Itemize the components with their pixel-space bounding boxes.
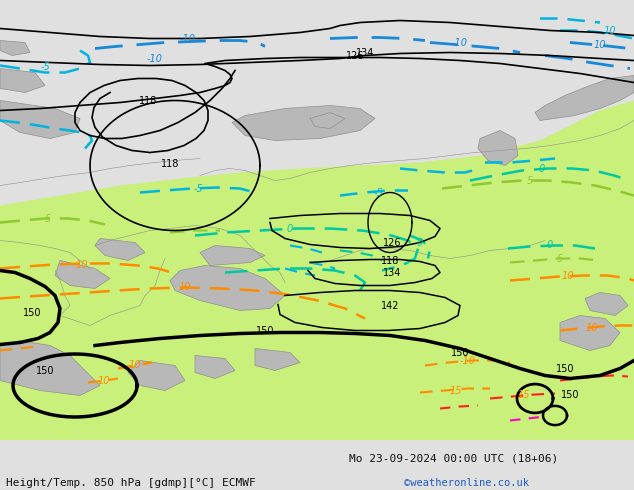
Text: 10: 10 — [129, 361, 141, 370]
Polygon shape — [310, 113, 345, 128]
Text: 15: 15 — [450, 386, 462, 395]
Text: 134: 134 — [383, 268, 401, 277]
Polygon shape — [232, 105, 375, 141]
Text: 10: 10 — [98, 375, 110, 386]
Text: 0: 0 — [547, 240, 553, 249]
Text: 118: 118 — [161, 158, 179, 169]
Polygon shape — [170, 266, 285, 311]
Text: 10: 10 — [75, 260, 88, 270]
Text: 150: 150 — [556, 364, 574, 373]
Text: -5: -5 — [193, 183, 203, 194]
Text: 10: 10 — [604, 25, 616, 35]
Text: -5: -5 — [373, 188, 383, 197]
Polygon shape — [200, 245, 265, 266]
Text: 10: 10 — [562, 270, 574, 280]
Polygon shape — [55, 261, 110, 289]
Text: -5: -5 — [40, 62, 50, 72]
Text: -10: -10 — [180, 33, 196, 44]
Polygon shape — [560, 316, 620, 350]
Polygon shape — [0, 341, 100, 395]
Text: 0: 0 — [417, 238, 423, 247]
Text: 10: 10 — [594, 40, 606, 49]
Polygon shape — [195, 356, 235, 378]
Text: 150: 150 — [256, 325, 275, 336]
Text: 150: 150 — [36, 366, 55, 375]
Polygon shape — [585, 293, 628, 316]
Polygon shape — [478, 130, 518, 166]
Text: Mo 23-09-2024 00:00 UTC (18+06): Mo 23-09-2024 00:00 UTC (18+06) — [349, 453, 558, 463]
Text: 150: 150 — [560, 391, 579, 400]
Text: 142: 142 — [381, 300, 399, 311]
Text: 150: 150 — [451, 347, 469, 358]
Polygon shape — [0, 100, 80, 139]
Text: -10: -10 — [147, 53, 163, 64]
Text: 5: 5 — [527, 175, 533, 186]
Polygon shape — [128, 361, 185, 391]
Text: 134: 134 — [356, 48, 374, 57]
Text: 15: 15 — [518, 390, 530, 399]
Text: 118: 118 — [381, 255, 399, 266]
Text: 126: 126 — [346, 50, 365, 60]
Text: 118: 118 — [139, 96, 157, 105]
Polygon shape — [95, 239, 145, 261]
Text: 0: 0 — [539, 164, 545, 173]
Text: 0: 0 — [287, 223, 293, 234]
Text: 5: 5 — [557, 253, 563, 264]
Text: Height/Temp. 850 hPa [gdmp][°C] ECMWF: Height/Temp. 850 hPa [gdmp][°C] ECMWF — [6, 478, 256, 488]
Polygon shape — [0, 69, 45, 93]
Polygon shape — [255, 348, 300, 370]
Text: 5: 5 — [45, 214, 51, 223]
Text: 150: 150 — [23, 308, 41, 318]
Polygon shape — [535, 75, 634, 121]
Text: 10: 10 — [179, 281, 191, 292]
Polygon shape — [0, 100, 634, 441]
Text: -10: -10 — [452, 38, 468, 48]
Text: 10: 10 — [586, 322, 598, 333]
Text: ©weatheronline.co.uk: ©weatheronline.co.uk — [404, 478, 529, 488]
Text: 126: 126 — [383, 238, 401, 247]
Polygon shape — [0, 41, 30, 55]
Text: -10: -10 — [460, 356, 476, 366]
